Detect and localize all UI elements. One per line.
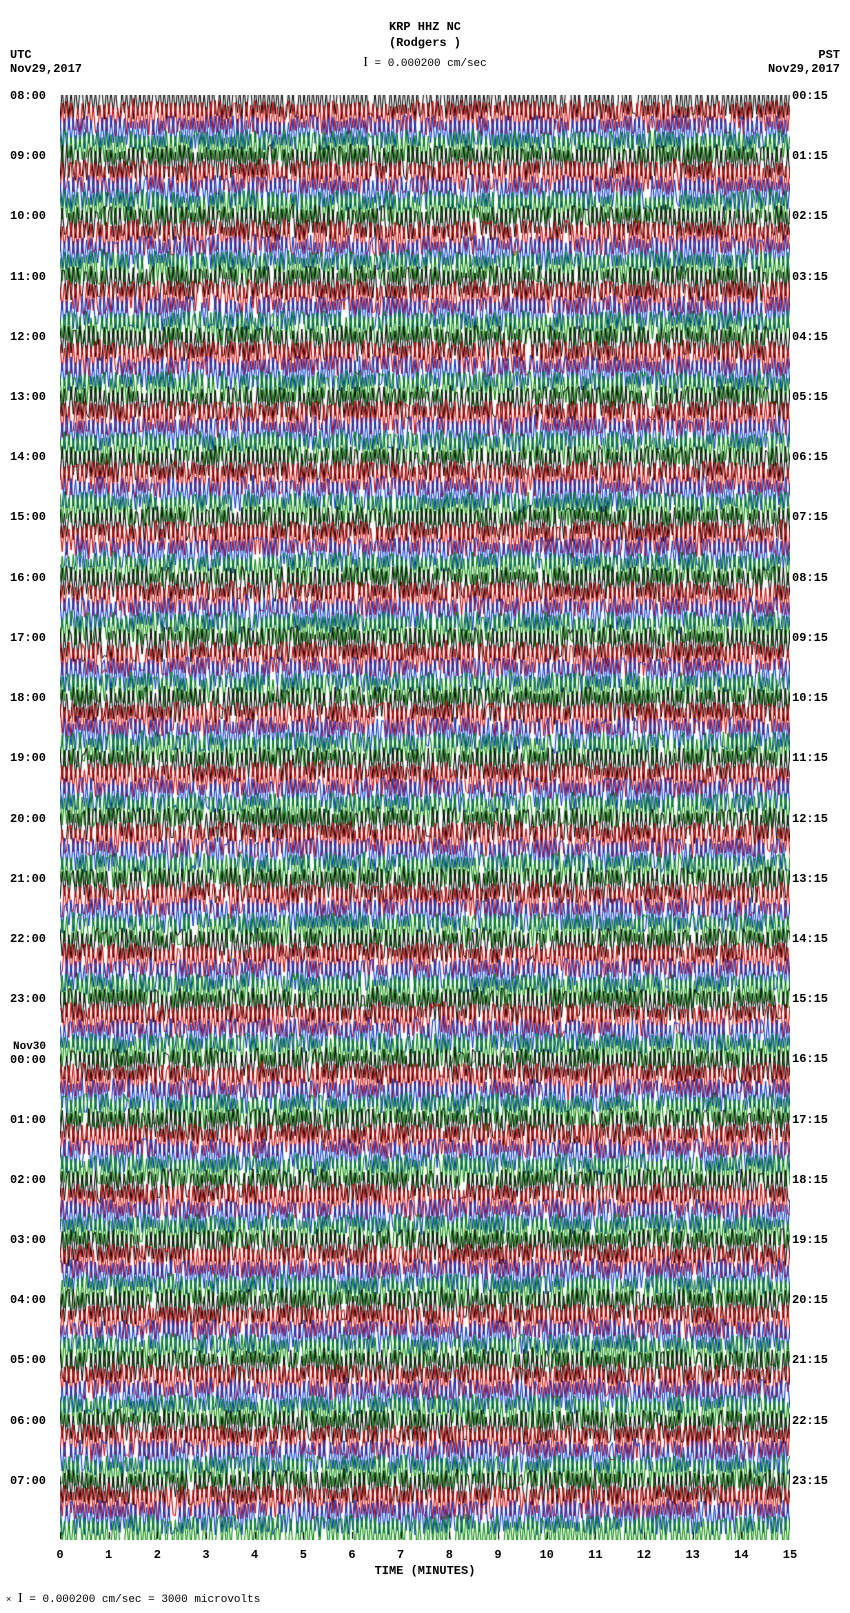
- right-hour-label: 05:15: [792, 390, 828, 404]
- footer-scale-text: = 0.000200 cm/sec = 3000 microvolts: [29, 1594, 260, 1606]
- right-hour-label: 01:15: [792, 149, 828, 163]
- x-tick-label: 6: [348, 1548, 355, 1562]
- x-axis-title: TIME (MINUTES): [60, 1564, 790, 1578]
- x-tick-label: 13: [685, 1548, 699, 1562]
- right-hour-label: 16:15: [792, 1052, 828, 1066]
- left-hour-label: 16:00: [10, 571, 46, 585]
- right-hour-label: 22:15: [792, 1414, 828, 1428]
- left-hour-label: 05:00: [10, 1353, 46, 1367]
- right-hour-label: 03:15: [792, 270, 828, 284]
- location-line: (Rodgers ): [0, 36, 850, 52]
- x-tick-label: 8: [446, 1548, 453, 1562]
- left-hour-label: 13:00: [10, 390, 46, 404]
- left-hour-label: 07:00: [10, 1474, 46, 1488]
- footer-scale: × I = 0.000200 cm/sec = 3000 microvolts: [6, 1591, 260, 1607]
- right-hour-label: 11:15: [792, 751, 828, 765]
- right-hour-label: 18:15: [792, 1173, 828, 1187]
- date-right-label: Nov29,2017: [768, 62, 840, 76]
- x-tick-label: 0: [56, 1548, 63, 1562]
- left-hour-label: 14:00: [10, 450, 46, 464]
- x-tick-label: 9: [494, 1548, 501, 1562]
- x-tick-label: 12: [637, 1548, 651, 1562]
- left-time-axis: 08:0009:0010:0011:0012:0013:0014:0015:00…: [10, 95, 58, 1540]
- right-hour-label: 13:15: [792, 872, 828, 886]
- tz-left-label: UTC: [10, 48, 32, 62]
- date-left-label: Nov29,2017: [10, 62, 82, 76]
- right-hour-label: 07:15: [792, 510, 828, 524]
- right-hour-label: 19:15: [792, 1233, 828, 1247]
- right-hour-label: 17:15: [792, 1113, 828, 1127]
- x-axis: TIME (MINUTES) 0123456789101112131415: [60, 1540, 790, 1580]
- left-hour-label: 10:00: [10, 209, 46, 223]
- left-hour-label: 19:00: [10, 751, 46, 765]
- scale-indicator: I = 0.000200 cm/sec: [0, 55, 850, 71]
- right-hour-label: 08:15: [792, 571, 828, 585]
- right-time-axis: 00:1501:1502:1503:1504:1505:1506:1507:15…: [792, 95, 840, 1540]
- x-tick-label: 4: [251, 1548, 258, 1562]
- left-hour-label: 03:00: [10, 1233, 46, 1247]
- seismogram-plot: [60, 95, 790, 1540]
- right-hour-label: 09:15: [792, 631, 828, 645]
- right-hour-label: 20:15: [792, 1293, 828, 1307]
- left-hour-label: 08:00: [10, 89, 46, 103]
- left-hour-label: 09:00: [10, 149, 46, 163]
- left-hour-label: 02:00: [10, 1173, 46, 1187]
- right-hour-label: 21:15: [792, 1353, 828, 1367]
- right-hour-label: 14:15: [792, 932, 828, 946]
- right-hour-label: 06:15: [792, 450, 828, 464]
- x-tick-label: 3: [202, 1548, 209, 1562]
- x-tick-label: 15: [783, 1548, 797, 1562]
- right-hour-label: 15:15: [792, 992, 828, 1006]
- x-tick-label: 11: [588, 1548, 602, 1562]
- left-hour-label: 21:00: [10, 872, 46, 886]
- x-tick-label: 1: [105, 1548, 112, 1562]
- left-hour-label: 23:00: [10, 992, 46, 1006]
- left-hour-label: 04:00: [10, 1293, 46, 1307]
- seismogram-container: KRP HHZ NC (Rodgers ) UTC PST Nov29,2017…: [0, 0, 850, 1613]
- right-hour-label: 02:15: [792, 209, 828, 223]
- x-tick-label: 14: [734, 1548, 748, 1562]
- left-hour-label: 22:00: [10, 932, 46, 946]
- x-tick-label: 10: [539, 1548, 553, 1562]
- right-hour-label: 00:15: [792, 89, 828, 103]
- x-tick-label: 7: [397, 1548, 404, 1562]
- left-hour-label: 18:00: [10, 691, 46, 705]
- left-hour-label: 01:00: [10, 1113, 46, 1127]
- left-hour-label: 11:00: [10, 270, 46, 284]
- x-tick-label: 5: [300, 1548, 307, 1562]
- left-hour-label: 06:00: [10, 1414, 46, 1428]
- header-block: KRP HHZ NC (Rodgers ): [0, 0, 850, 51]
- right-hour-label: 04:15: [792, 330, 828, 344]
- scale-text: = 0.000200 cm/sec: [375, 58, 487, 70]
- tz-right-label: PST: [818, 48, 840, 62]
- left-hour-label: 17:00: [10, 631, 46, 645]
- x-tick-label: 2: [154, 1548, 161, 1562]
- left-hour-label: Nov3000:00: [10, 1042, 46, 1067]
- right-hour-label: 10:15: [792, 691, 828, 705]
- left-hour-label: 20:00: [10, 812, 46, 826]
- left-hour-label: 15:00: [10, 510, 46, 524]
- station-line: KRP HHZ NC: [0, 20, 850, 36]
- right-hour-label: 23:15: [792, 1474, 828, 1488]
- left-hour-label: 12:00: [10, 330, 46, 344]
- right-hour-label: 12:15: [792, 812, 828, 826]
- seismogram-canvas: [60, 95, 790, 1540]
